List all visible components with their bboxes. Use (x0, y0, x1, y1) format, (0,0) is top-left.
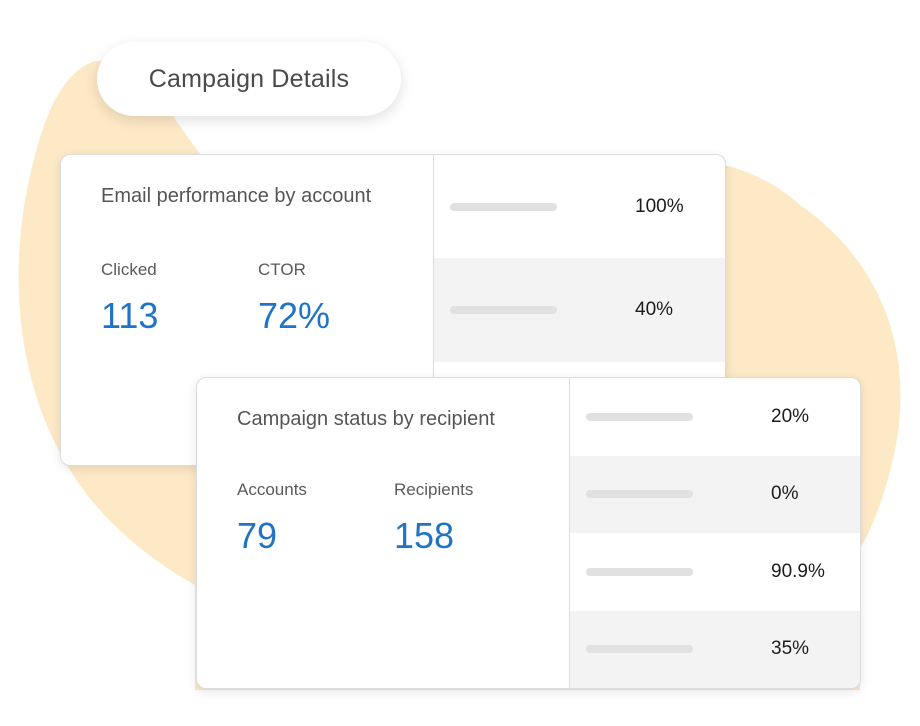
list-item: 20% (570, 378, 860, 456)
list-item: 90.9% (570, 533, 860, 611)
placeholder-bar (586, 567, 693, 576)
campaign-status-card: Campaign status by recipient Accounts 79… (196, 377, 861, 689)
ctor-label: CTOR (258, 260, 306, 279)
row-percent: 20% (771, 405, 810, 427)
card-title: Email performance by account (101, 185, 372, 207)
placeholder-bar (586, 645, 693, 654)
ctor-value: 72% (258, 295, 331, 336)
placeholder-bar (450, 202, 557, 211)
accounts-value: 79 (237, 515, 278, 556)
row-percent: 90.9% (771, 560, 825, 582)
accounts-label: Accounts (237, 480, 307, 499)
list-item: 0% (570, 455, 860, 533)
row-percent: 0% (771, 483, 799, 505)
row-percent: 100% (635, 195, 684, 217)
list-item: 40% (434, 258, 725, 362)
campaign-details-label: Campaign Details (148, 64, 350, 93)
placeholder-bar (450, 305, 557, 314)
list-item: 100% (434, 155, 725, 258)
campaign-details-pill[interactable]: Campaign Details (97, 42, 401, 116)
clicked-value: 113 (101, 295, 159, 336)
email-performance-summary: Email performance by account Clicked 113… (61, 155, 434, 465)
row-percent: 35% (771, 638, 810, 660)
clicked-label: Clicked (101, 260, 157, 279)
recipients-label: Recipients (394, 480, 474, 499)
recipients-value: 158 (394, 515, 455, 556)
list-item: 35% (570, 610, 860, 688)
placeholder-bar (586, 412, 693, 421)
campaign-status-summary: Campaign status by recipient Accounts 79… (197, 378, 570, 688)
card-title: Campaign status by recipient (237, 408, 495, 430)
placeholder-bar (586, 490, 693, 499)
campaign-status-rows: 20% 0% 90.9% 35% (570, 378, 860, 688)
row-percent: 40% (635, 298, 674, 320)
